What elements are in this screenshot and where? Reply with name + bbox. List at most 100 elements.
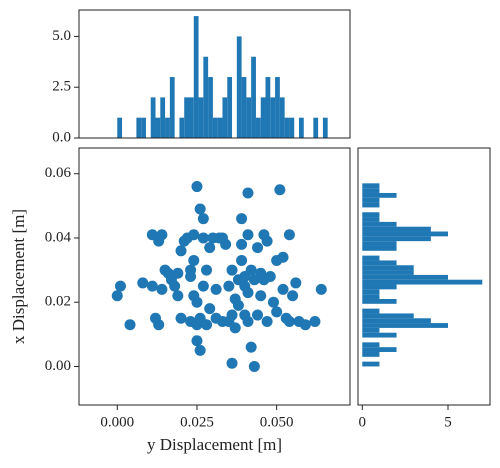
y-tick-label: 5.0 <box>52 28 71 44</box>
x-tick-label: 5 <box>444 414 452 430</box>
histogram-bar <box>222 97 228 138</box>
scatter-point <box>188 229 200 241</box>
histogram-bar <box>165 117 170 138</box>
scatter-point <box>252 309 264 321</box>
histogram-bar <box>362 361 380 367</box>
scatter-point <box>242 315 254 327</box>
histogram-bar <box>265 77 271 138</box>
histogram-bar <box>150 97 156 138</box>
scatter-point <box>248 360 260 372</box>
histogram-bar <box>251 56 256 138</box>
scatter-point <box>299 319 311 331</box>
scatter-point <box>137 277 149 289</box>
x-tick-label: 0.050 <box>260 414 294 430</box>
histogram-bar <box>179 117 185 138</box>
histogram-bar <box>362 342 380 348</box>
histogram-bar <box>289 117 295 138</box>
scatter-point <box>277 251 289 263</box>
scatter-point <box>236 254 248 266</box>
axes-frame <box>357 147 491 406</box>
histogram-bar <box>362 279 483 285</box>
scatter-point <box>191 335 203 347</box>
scatter-point <box>236 238 248 250</box>
histogram-bar <box>362 284 397 290</box>
scatter-point <box>242 287 254 299</box>
histogram-bar <box>362 265 414 271</box>
histogram-bar <box>227 77 233 138</box>
histogram-bar <box>362 183 380 189</box>
histogram-bar <box>270 97 276 138</box>
histogram-bar <box>362 274 448 280</box>
histogram-bar <box>362 332 397 338</box>
histogram-bar <box>313 117 319 138</box>
axes-frame <box>78 147 351 406</box>
scatter-point <box>232 299 244 311</box>
scatter-point <box>226 264 238 276</box>
scatter-point <box>242 187 254 199</box>
histogram-bar <box>160 97 166 138</box>
histogram-bar <box>362 226 431 232</box>
histogram-bar <box>188 97 194 138</box>
scatter-point <box>252 242 264 254</box>
scatter-point <box>226 309 238 321</box>
histogram-bar <box>362 270 414 275</box>
histogram-bar <box>362 231 448 237</box>
scatter-point <box>287 290 299 302</box>
histogram-bar <box>362 289 380 295</box>
scatter-point <box>204 303 216 315</box>
scatter-point <box>267 296 279 308</box>
histogram-bar <box>203 56 209 138</box>
histogram-bar <box>362 241 397 246</box>
histogram-bar <box>362 294 380 299</box>
scatter-point <box>271 306 283 318</box>
scatter-point <box>169 280 181 292</box>
histogram-bar <box>260 97 266 138</box>
y-tick-label: 0.04 <box>45 229 72 245</box>
scatter-point <box>197 280 209 292</box>
histogram-bar <box>362 245 397 251</box>
scatter-point <box>197 213 209 225</box>
histogram-bar <box>362 347 397 352</box>
scatter-point <box>274 184 286 196</box>
histogram-bar <box>362 236 431 242</box>
histogram-bar <box>362 313 414 319</box>
histogram-bar <box>362 318 431 324</box>
y-tick-label: 0.00 <box>45 358 71 374</box>
histogram-bar <box>322 117 328 138</box>
scatter-point <box>111 290 123 302</box>
histogram-bar <box>362 217 380 222</box>
scatter-point <box>172 290 184 302</box>
histogram-bar <box>208 77 213 138</box>
histogram-bar <box>362 260 397 266</box>
scatter-point <box>185 264 197 276</box>
histogram-bar <box>155 117 161 138</box>
histogram-bar <box>246 97 252 138</box>
scatter-point <box>153 319 165 331</box>
histogram-bar <box>255 117 261 138</box>
scatter-point <box>223 280 235 292</box>
scatter-point <box>226 357 238 369</box>
scatter-point <box>261 235 273 247</box>
histogram-bar <box>279 97 285 138</box>
histogram-bar <box>141 117 146 138</box>
histogram-bar <box>136 117 142 138</box>
scatter-point <box>309 315 321 327</box>
histogram-bar <box>362 202 380 208</box>
scatter-point <box>191 296 203 308</box>
histogram-bar <box>362 197 380 203</box>
histogram-bar <box>362 351 380 357</box>
histogram-bar <box>362 308 380 314</box>
histogram-bar <box>362 327 380 333</box>
histogram-bar <box>362 212 380 218</box>
scatter-point <box>175 312 187 324</box>
histogram-bar <box>241 77 247 138</box>
scatter-point <box>290 277 302 289</box>
x-tick-label: 0 <box>359 414 367 430</box>
x-tick-label: 0.025 <box>180 414 214 430</box>
scatter-point <box>194 203 206 215</box>
histogram-bar <box>236 36 242 138</box>
scatter-point <box>220 238 232 250</box>
scatter-point <box>188 254 200 266</box>
histogram-bar <box>284 117 290 138</box>
